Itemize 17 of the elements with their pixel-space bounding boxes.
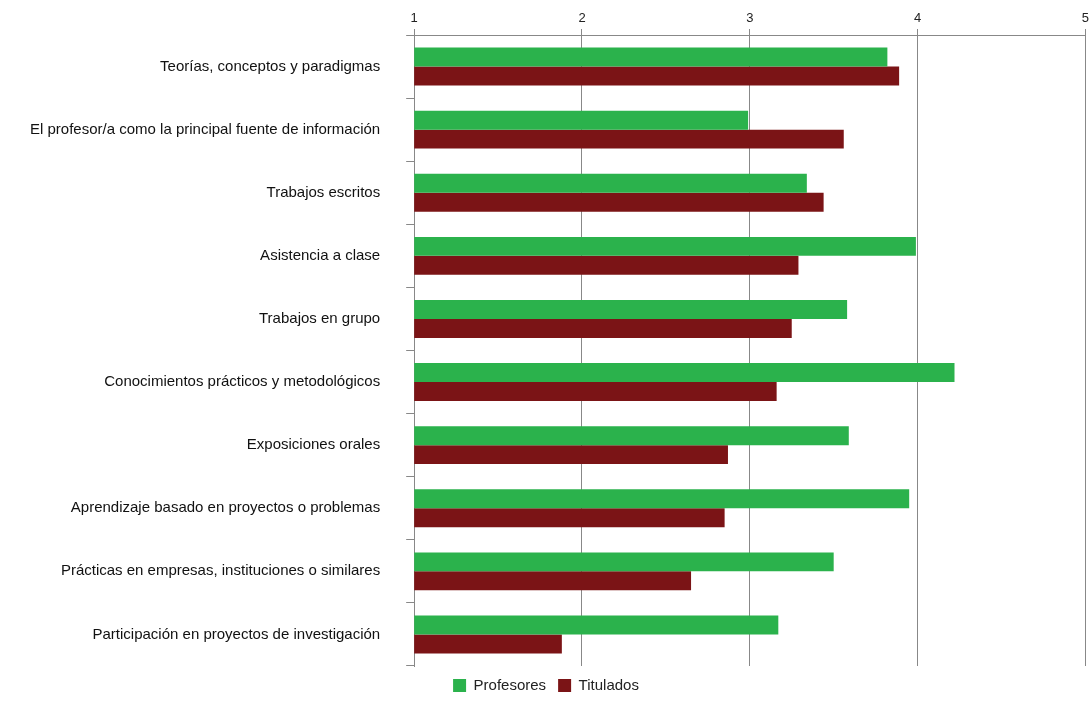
x-tick-label: 4 <box>913 9 922 25</box>
y-tick-label: Aprendizaje basado en proyectos o problemas <box>70 498 381 516</box>
y-tick-label: Trabajos en grupo <box>259 309 381 327</box>
y-tick-label: Asistencia a clase <box>260 245 381 263</box>
x-tick-label: 1 <box>410 9 418 25</box>
y-tick-label: Participación en proyectos de investigación <box>92 624 381 642</box>
x-tick-label: 5 <box>1081 9 1089 25</box>
y-tick-label: Prácticas en empresas, instituciones o similares <box>60 561 381 579</box>
x-tick-label: 3 <box>746 9 754 25</box>
legend-label: Titulados <box>578 675 639 693</box>
legend-label: Profesores <box>473 675 547 693</box>
y-tick-label: Exposiciones orales <box>246 435 381 453</box>
y-tick-label: Conocimientos prácticos y metodológicos <box>104 372 381 390</box>
y-tick-label: El profesor/a como la principal fuente de información <box>30 119 381 137</box>
y-tick-label: Teorías, conceptos y paradigmas <box>160 56 381 74</box>
x-tick-label: 2 <box>578 9 586 25</box>
y-tick-label: Trabajos escritos <box>266 182 381 200</box>
